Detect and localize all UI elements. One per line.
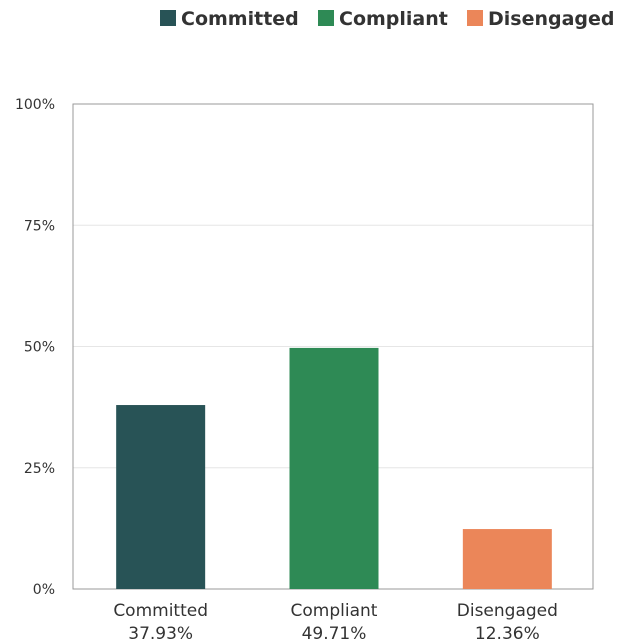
legend-item-compliant[interactable]: Compliant bbox=[318, 8, 448, 30]
bar-value-label: 12.36% bbox=[475, 624, 540, 644]
legend-swatch bbox=[467, 10, 483, 26]
x-category-label: Disengaged bbox=[457, 601, 558, 621]
bar-committed bbox=[116, 405, 206, 589]
bars bbox=[116, 347, 552, 589]
chart-legend: Committed Compliant Disengaged bbox=[160, 8, 615, 30]
x-axis-labels: Committed 37.93% Compliant 49.71% Disengaged… bbox=[113, 601, 558, 644]
x-category-label: Compliant bbox=[291, 601, 378, 621]
y-tick-label: 75% bbox=[24, 218, 55, 234]
legend-item-disengaged[interactable]: Disengaged bbox=[467, 8, 615, 30]
bar-value-label: 37.93% bbox=[128, 624, 193, 644]
y-tick-label: 0% bbox=[33, 582, 55, 598]
bar-disengaged bbox=[462, 529, 552, 589]
legend-label: Committed bbox=[181, 8, 299, 30]
y-tick-label: 25% bbox=[24, 461, 55, 477]
legend-item-committed[interactable]: Committed bbox=[160, 8, 299, 30]
y-tick-label: 100% bbox=[15, 97, 55, 113]
legend-swatch bbox=[160, 10, 176, 26]
x-category-label: Committed bbox=[113, 601, 208, 621]
legend-label: Compliant bbox=[339, 8, 448, 30]
bar-compliant bbox=[289, 347, 379, 589]
legend-label: Disengaged bbox=[488, 8, 615, 30]
legend-swatch bbox=[318, 10, 334, 26]
y-axis-ticks: 0% 25% 50% 75% 100% bbox=[15, 97, 55, 598]
bar-value-label: 49.71% bbox=[302, 624, 367, 644]
y-tick-label: 50% bbox=[24, 340, 55, 356]
